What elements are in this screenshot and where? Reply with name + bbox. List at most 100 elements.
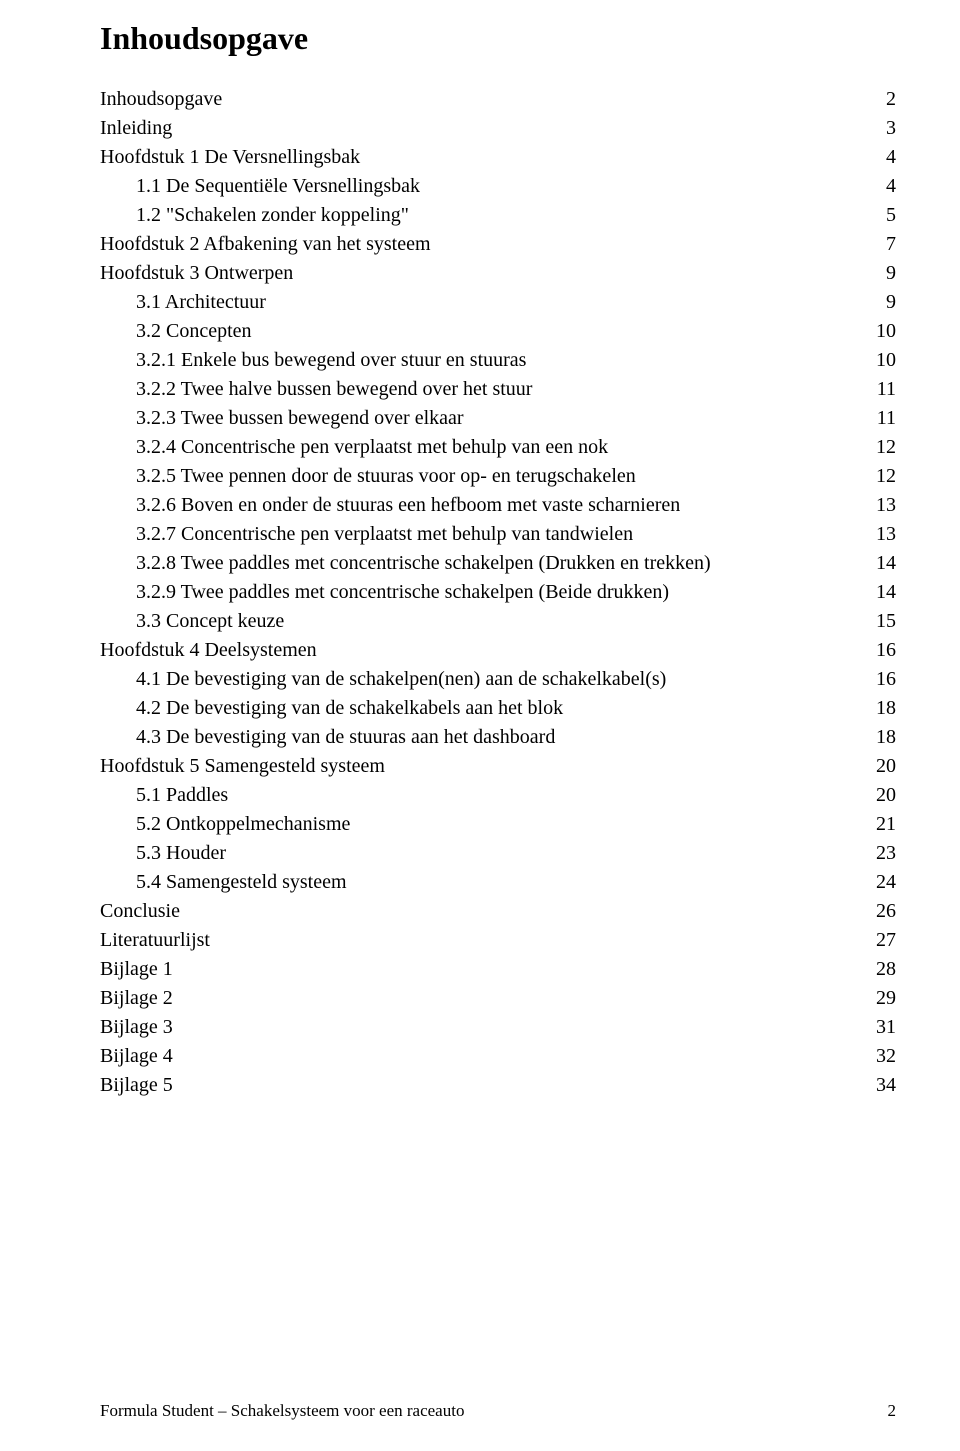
toc-row: Conclusie 26	[100, 897, 896, 926]
toc-entry-page: 7	[882, 230, 896, 259]
toc-row: 3.2.9 Twee paddles met concentrische sch…	[100, 578, 896, 607]
toc-row: Hoofdstuk 4 Deelsystemen 16	[100, 636, 896, 665]
toc-row: Inhoudsopgave 2	[100, 85, 896, 114]
toc-entry-label: Bijlage 3	[100, 1013, 177, 1042]
toc-entry-page: 18	[872, 723, 896, 752]
toc-entry-label: 3.2.5 Twee pennen door de stuuras voor o…	[136, 462, 640, 491]
toc-entry-page: 31	[872, 1013, 896, 1042]
toc-row: 4.2 De bevestiging van de schakelkabels …	[100, 694, 896, 723]
toc-entry-page: 11	[873, 404, 896, 433]
toc-row: 1.2 "Schakelen zonder koppeling" 5	[100, 201, 896, 230]
toc-entry-label: Bijlage 1	[100, 955, 177, 984]
toc-row: 1.1 De Sequentiële Versnellingsbak 4	[100, 172, 896, 201]
toc-entry-page: 3	[882, 114, 896, 143]
toc-entry-page: 4	[882, 172, 896, 201]
toc-entry-page: 23	[872, 839, 896, 868]
toc-entry-label: 1.2 "Schakelen zonder koppeling"	[136, 201, 413, 230]
toc-row: 3.2 Concepten10	[100, 317, 896, 346]
toc-entry-label: 3.2.6 Boven en onder de stuuras een hefb…	[136, 491, 684, 520]
toc-row: 3.2.1 Enkele bus bewegend over stuur en …	[100, 346, 896, 375]
toc-entry-label: 4.2 De bevestiging van de schakelkabels …	[136, 694, 567, 723]
toc-entry-page: 12	[872, 462, 896, 491]
toc-entry-page: 5	[882, 201, 896, 230]
toc-row: 3.2.8 Twee paddles met concentrische sch…	[100, 549, 896, 578]
toc-entry-label: 3.2.7 Concentrische pen verplaatst met b…	[136, 520, 637, 549]
toc-row: 3.2.2 Twee halve bussen bewegend over he…	[100, 375, 896, 404]
toc-row: Hoofdstuk 2 Afbakening van het systeem 7	[100, 230, 896, 259]
toc-row: Literatuurlijst 27	[100, 926, 896, 955]
toc-entry-page: 13	[872, 520, 896, 549]
toc-row: 3.2.5 Twee pennen door de stuuras voor o…	[100, 462, 896, 491]
toc-entry-label: 3.1 Architectuur	[136, 288, 270, 317]
toc-entry-page: 20	[872, 752, 896, 781]
toc-entry-page: 20	[872, 781, 896, 810]
toc-entry-page: 10	[872, 346, 896, 375]
toc-entry-page: 32	[872, 1042, 896, 1071]
toc-entry-label: 5.3 Houder	[136, 839, 230, 868]
toc-row: 4.3 De bevestiging van de stuuras aan he…	[100, 723, 896, 752]
toc-entry-label: 3.2 Concepten	[136, 317, 256, 346]
toc-entry-label: Hoofdstuk 3 Ontwerpen	[100, 259, 297, 288]
toc-entry-label: 5.1 Paddles	[136, 781, 232, 810]
toc-entry-label: Conclusie	[100, 897, 184, 926]
toc-entry-page: 14	[872, 549, 896, 578]
toc-entry-label: Literatuurlijst	[100, 926, 214, 955]
toc-entry-page: 16	[872, 665, 896, 694]
toc-entry-page: 29	[872, 984, 896, 1013]
toc-entry-label: Bijlage 5	[100, 1071, 177, 1100]
toc-entry-label: Hoofdstuk 1 De Versnellingsbak	[100, 143, 364, 172]
toc-entry-label: 4.1 De bevestiging van de schakelpen(nen…	[136, 665, 670, 694]
toc-row: 5.4 Samengesteld systeem 24	[100, 868, 896, 897]
footer-left: Formula Student – Schakelsysteem voor ee…	[100, 1401, 464, 1421]
toc-entry-label: Hoofdstuk 2 Afbakening van het systeem	[100, 230, 435, 259]
toc-entry-page: 2	[882, 85, 896, 114]
toc-entry-page: 14	[872, 578, 896, 607]
toc-row: 4.1 De bevestiging van de schakelpen(nen…	[100, 665, 896, 694]
toc-entry-label: Hoofdstuk 4 Deelsystemen	[100, 636, 321, 665]
toc-row: Bijlage 1 28	[100, 955, 896, 984]
toc-entry-page: 26	[872, 897, 896, 926]
toc-entry-label: Hoofdstuk 5 Samengesteld systeem	[100, 752, 389, 781]
toc-entry-label: 5.4 Samengesteld systeem	[136, 868, 351, 897]
toc-row: 3.2.3 Twee bussen bewegend over elkaar11	[100, 404, 896, 433]
toc-entry-label: 4.3 De bevestiging van de stuuras aan he…	[136, 723, 559, 752]
toc-entry-label: Inhoudsopgave	[100, 85, 226, 114]
toc-entry-page: 4	[882, 143, 896, 172]
toc-row: 5.3 Houder 23	[100, 839, 896, 868]
toc-row: 3.2.4 Concentrische pen verplaatst met b…	[100, 433, 896, 462]
toc-entry-label: 3.2.1 Enkele bus bewegend over stuur en …	[136, 346, 530, 375]
toc-entry-page: 13	[872, 491, 896, 520]
toc-row: 5.2 Ontkoppelmechanisme 21	[100, 810, 896, 839]
toc-entry-label: 3.2.8 Twee paddles met concentrische sch…	[136, 549, 715, 578]
toc-row: 3.2.7 Concentrische pen verplaatst met b…	[100, 520, 896, 549]
toc-row: 3.1 Architectuur 9	[100, 288, 896, 317]
page-title: Inhoudsopgave	[100, 20, 896, 57]
toc-row: Bijlage 4 32	[100, 1042, 896, 1071]
toc-entry-page: 9	[882, 288, 896, 317]
toc-row: Hoofdstuk 3 Ontwerpen9	[100, 259, 896, 288]
toc-row: 5.1 Paddles 20	[100, 781, 896, 810]
footer: Formula Student – Schakelsysteem voor ee…	[100, 1401, 896, 1421]
toc-entry-page: 11	[873, 375, 896, 404]
toc-entry-page: 16	[872, 636, 896, 665]
toc-row: Hoofdstuk 5 Samengesteld systeem 20	[100, 752, 896, 781]
toc-row: Bijlage 3 31	[100, 1013, 896, 1042]
toc-entry-label: 3.3 Concept keuze	[136, 607, 288, 636]
toc-entry-label: 3.2.2 Twee halve bussen bewegend over he…	[136, 375, 536, 404]
toc-entry-label: Bijlage 2	[100, 984, 177, 1013]
toc-entry-label: Bijlage 4	[100, 1042, 177, 1071]
toc-list: Inhoudsopgave 2 Inleiding 3 Hoofdstuk 1 De V…	[100, 85, 896, 1100]
toc-entry-page: 28	[872, 955, 896, 984]
toc-entry-label: 3.2.9 Twee paddles met concentrische sch…	[136, 578, 673, 607]
toc-entry-page: 21	[872, 810, 896, 839]
toc-entry-page: 27	[872, 926, 896, 955]
toc-entry-label: 1.1 De Sequentiële Versnellingsbak	[136, 172, 424, 201]
toc-entry-page: 24	[872, 868, 896, 897]
toc-entry-label: Inleiding	[100, 114, 176, 143]
toc-entry-page: 15	[872, 607, 896, 636]
toc-entry-label: 3.2.4 Concentrische pen verplaatst met b…	[136, 433, 612, 462]
toc-row: Bijlage 534	[100, 1071, 896, 1100]
toc-row: 3.2.6 Boven en onder de stuuras een hefb…	[100, 491, 896, 520]
page: Inhoudsopgave Inhoudsopgave 2 Inleiding 3 Ho…	[0, 0, 960, 1451]
toc-entry-label: 5.2 Ontkoppelmechanisme	[136, 810, 354, 839]
